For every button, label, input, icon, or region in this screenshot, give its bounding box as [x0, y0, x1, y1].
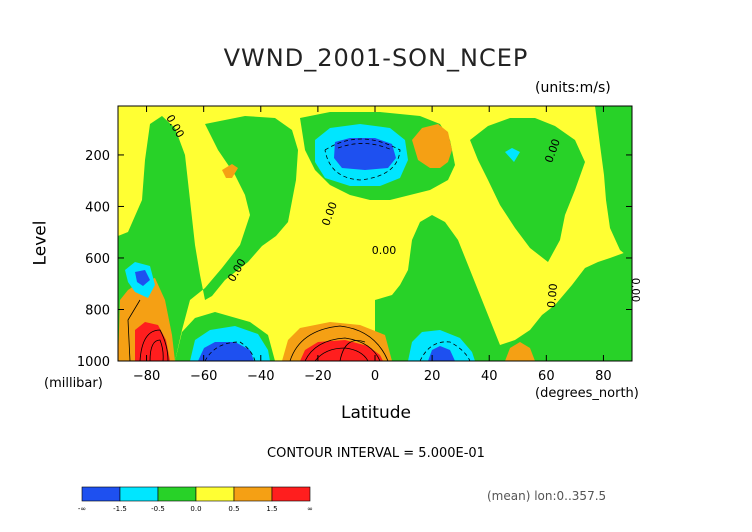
x-axis-label: Latitude: [341, 403, 411, 423]
fill-green-right-column: [470, 118, 585, 262]
contour-line: [337, 143, 393, 151]
contour-line: [304, 337, 381, 361]
contour-line: [419, 341, 471, 361]
contour-line: [149, 339, 164, 361]
chart-title: VWND_2001-SON_NCEP: [223, 44, 529, 72]
colorbar-swatch: [195, 486, 235, 502]
colorbar-label: -0.5: [151, 505, 165, 513]
x-tick-label: −20: [304, 369, 331, 384]
x-tick-label: 20: [424, 369, 441, 384]
contour-label: 0.00: [629, 278, 642, 303]
x-tick-label: 0: [371, 369, 379, 384]
fill-orange-small-blob: [222, 164, 238, 178]
colorbar-label: -1.5: [113, 505, 127, 513]
contour-interval-text: CONTOUR INTERVAL = 5.000E-01: [267, 446, 485, 461]
x-tick-label: 80: [595, 369, 612, 384]
contour-line: [127, 299, 141, 361]
contour-label: 0.00: [372, 244, 397, 257]
y-tick-label: 1000: [77, 355, 110, 370]
colorbar-swatch: [81, 486, 121, 502]
contour-line: [339, 340, 366, 361]
axis-ticks: −80 −60 −40 −20 0 20 40 60 80 200 400 600 800 1000: [77, 106, 632, 384]
y-tick-label: 600: [85, 252, 110, 267]
y-tick-label: 200: [85, 149, 110, 164]
contour-line: [324, 138, 401, 181]
contour-line: [139, 329, 169, 361]
x-tick-label: −40: [247, 369, 274, 384]
fill-blue-bottom-left: [198, 342, 254, 361]
mean-longitude-note: (mean) lon:0..357.5: [487, 489, 607, 503]
fill-blue-left-edge: [135, 270, 150, 286]
x-tick-label: −60: [190, 369, 217, 384]
contour-line: [314, 347, 369, 361]
y-axis-unit-label: (millibar): [44, 376, 103, 391]
y-tick-label: 400: [85, 200, 110, 215]
fill-orange-bottom-right: [505, 342, 535, 361]
colorbar-swatch: [233, 486, 273, 502]
fill-orange-upper-right: [412, 124, 452, 168]
colorbar-label: 0.5: [228, 505, 239, 513]
x-tick-label: 40: [481, 369, 498, 384]
colorbar-label: 0.0: [190, 505, 201, 513]
colorbar-swatch: [271, 486, 311, 502]
fill-red-bottom-center: [300, 340, 383, 361]
contour-label: 0.00: [545, 283, 560, 309]
x-tick-label: −80: [133, 369, 160, 384]
colorbar-swatch: [157, 486, 197, 502]
contour-line: [289, 325, 389, 361]
x-axis-unit-label: (degrees_north): [535, 386, 639, 401]
contour-fill-layer: [118, 106, 632, 361]
y-tick-label: 800: [85, 303, 110, 318]
fill-blue-bottom-center: [428, 346, 455, 361]
colorbar-label: -∞: [78, 505, 86, 513]
colorbar-label: ∞: [307, 505, 313, 513]
fill-green-far-right: [595, 106, 632, 260]
colorbar-swatch: [119, 486, 159, 502]
units-label: (units:m/s): [535, 80, 611, 96]
fill-blue-upper-center: [334, 138, 396, 170]
colorbar-label: 1.5: [266, 505, 277, 513]
x-tick-label: 60: [538, 369, 555, 384]
colorbar: -∞ -1.5 -0.5 0.0 0.5 1.5 ∞: [78, 486, 313, 513]
fill-green-mid-column: [375, 215, 632, 361]
fill-cyan-small-right: [505, 148, 520, 162]
